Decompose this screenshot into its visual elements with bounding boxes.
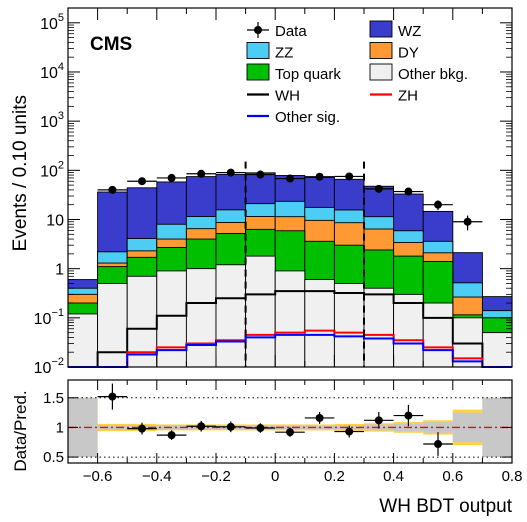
legend-swatch — [246, 63, 270, 81]
data-point-11 — [404, 187, 413, 196]
legend-swatch — [246, 42, 270, 59]
y-tick-label-0: 10−2 — [34, 356, 64, 377]
legend-entry-dy: DY — [369, 42, 419, 62]
data-point-1 — [108, 185, 117, 194]
signal-line-wh — [68, 290, 512, 368]
data-point-7 — [286, 174, 294, 183]
legend-entry-data: Data — [247, 22, 307, 40]
legend-entry-zh: ZH — [370, 88, 418, 105]
y-tick-label-7: 105 — [40, 12, 64, 33]
legend-label: Data — [275, 23, 307, 40]
data-point-6 — [256, 170, 265, 179]
ratio-y-tick-label-1: 1 — [56, 419, 64, 436]
legend-entry-wz: WZ — [369, 20, 421, 40]
x-tick-label-3: 0 — [271, 468, 279, 485]
data-point-2 — [138, 177, 146, 186]
legend-entry-zz: ZZ — [246, 42, 293, 62]
main-plot-frame — [67, 7, 513, 368]
signal-line-zh — [68, 329, 512, 368]
y-tick-label-5: 103 — [40, 110, 64, 131]
experiment-label: CMS — [90, 34, 132, 55]
x-tick-label-1: −0.4 — [142, 468, 172, 485]
x-tick-label-0: −0.6 — [83, 468, 113, 485]
y-axis-title-main: Events / 0.10 units — [10, 95, 31, 251]
ratio-plot-frame — [67, 379, 513, 464]
data-point-9 — [345, 172, 354, 181]
data-point-5 — [226, 168, 235, 177]
x-tick-label-5: 0.4 — [383, 468, 404, 485]
ratio-point-2 — [167, 431, 176, 440]
legend-label: WH — [275, 88, 300, 105]
data-point-3 — [167, 173, 176, 182]
y-tick-label-2: 1 — [55, 262, 64, 279]
ratio-point-4 — [226, 422, 235, 431]
legend-label: Top quark — [275, 66, 341, 83]
y-tick-label-1: 10−1 — [34, 307, 64, 328]
legend-entry-top-quark: Top quark — [246, 63, 341, 83]
legend-swatch — [369, 20, 393, 38]
legend-marker — [254, 26, 262, 34]
data-point-4 — [197, 169, 206, 178]
legend-entry-wh: WH — [247, 88, 300, 105]
stack-bar-other-bkg--5 — [215, 264, 247, 368]
legend-label: DY — [398, 45, 419, 62]
x-tick-label-6: 0.6 — [442, 468, 463, 485]
stack-bar-other-bkg--1 — [97, 283, 128, 368]
y-axis-title-ratio: Data/Pred. — [11, 390, 30, 471]
stack-bar-other-bkg--0 — [67, 313, 99, 368]
stack-bar-other-bkg--13 — [452, 317, 483, 368]
legend-entry-other-sig-: Other sig. — [247, 109, 340, 126]
stack-bar-other-bkg--11 — [393, 293, 424, 368]
ratio-point-3 — [197, 422, 206, 431]
data-point-8 — [315, 172, 324, 181]
stack-bar-other-bkg--12 — [422, 302, 454, 368]
stack-bar-other-bkg--2 — [126, 275, 158, 368]
legend-label: Other sig. — [275, 109, 340, 126]
y-tick-label-4: 102 — [40, 159, 64, 180]
legend-swatch — [369, 63, 393, 81]
legend-label: ZH — [398, 88, 418, 105]
ratio-plot-panel: 0.5 1 1.5 −0.6 −0.4 −0.2 0 0.2 0.4 0.6 0.8 — [43, 379, 523, 485]
ratio-point-6 — [286, 428, 294, 437]
ratio-point-5 — [256, 424, 265, 433]
data-point-10 — [374, 184, 383, 193]
y-tick-label-6: 104 — [40, 61, 64, 82]
main-plot-panel: 10−2 10−1 1 10 102 103 104 105 Data WZ ZZ DY Top qua… — [34, 7, 513, 377]
ratio-point-7 — [315, 413, 324, 422]
ratio-point-0 — [108, 392, 117, 401]
stack-bar-other-bkg--3 — [156, 270, 187, 368]
legend-label: WZ — [398, 23, 421, 40]
ratio-point-9 — [374, 416, 383, 425]
legend-entry-other-bkg-: Other bkg. — [369, 63, 468, 83]
x-tick-label-7: 0.8 — [502, 468, 523, 485]
stack-bar-other-bkg--6 — [245, 255, 276, 368]
stack-bar-other-bkg--7 — [274, 270, 306, 368]
ratio-y-tick-label-0: 0.5 — [43, 449, 64, 466]
ratio-point-11 — [434, 440, 442, 449]
x-tick-label-2: −0.2 — [201, 468, 231, 485]
x-axis-title: WH BDT output — [379, 496, 512, 517]
stack-bar-other-bkg--8 — [304, 279, 335, 368]
data-point-13 — [463, 217, 472, 226]
x-tick-label-4: 0.2 — [324, 468, 345, 485]
ratio-point-1 — [138, 424, 146, 433]
ratio-point-8 — [345, 427, 354, 436]
ratio-y-tick-label-2: 1.5 — [43, 390, 64, 407]
stack-bar-other-bkg--10 — [363, 287, 395, 368]
stack-bar-other-bkg--14 — [481, 332, 513, 368]
signal-line-other-sig- — [68, 333, 512, 368]
stack-bar-other-bkg--9 — [333, 283, 365, 368]
y-tick-label-3: 10 — [46, 212, 64, 229]
stack-bar-other-bkg--4 — [185, 268, 217, 368]
data-point-12 — [434, 200, 442, 209]
legend-label: ZZ — [275, 45, 293, 62]
legend-label: Other bkg. — [398, 66, 468, 83]
legend-swatch — [369, 42, 393, 59]
ratio-point-10 — [404, 411, 413, 420]
